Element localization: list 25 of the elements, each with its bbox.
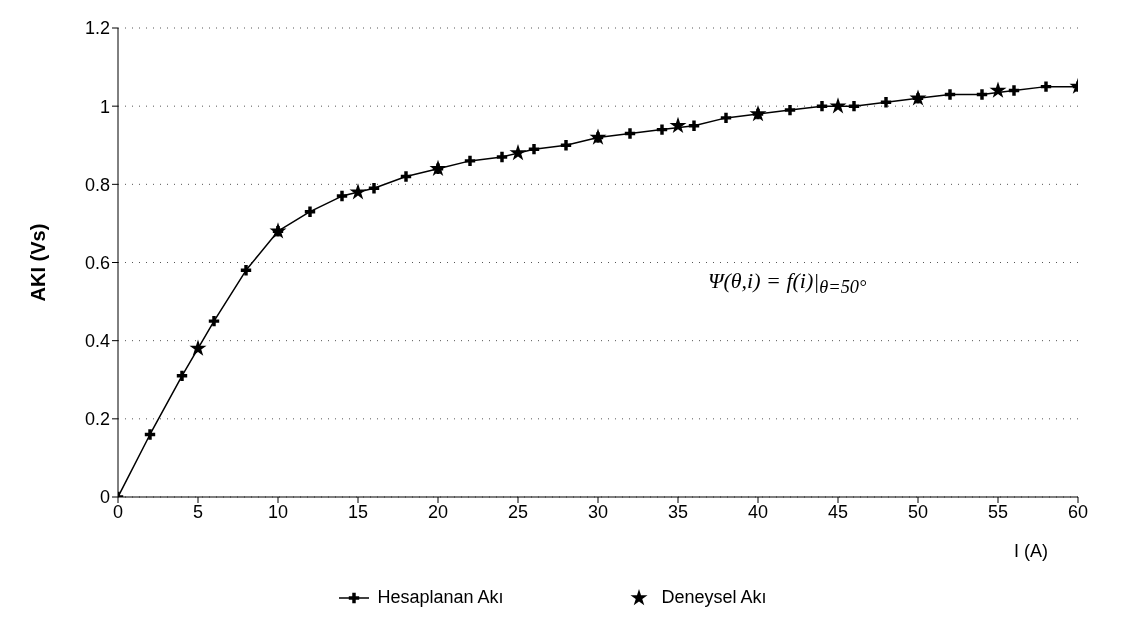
x-tick-label: 0 [112, 501, 124, 522]
y-tick-label: 1 [99, 96, 110, 117]
y-tick-label: 0.6 [84, 252, 110, 273]
x-tick-label: 30 [587, 501, 609, 522]
y-tick-label: 0.2 [84, 409, 110, 430]
x-tick-label: 15 [347, 501, 369, 522]
x-tick-label: 20 [427, 501, 449, 522]
x-axis-title: I (A) [1014, 541, 1048, 561]
legend-label: Deneysel Akı [661, 587, 767, 608]
y-tick-label: 0 [99, 487, 110, 508]
y-tick-label: 0.4 [84, 331, 110, 352]
x-tick-label: 50 [907, 501, 929, 522]
x-tick-label: 5 [192, 501, 204, 522]
legend-label: Hesaplanan Akı [377, 587, 504, 608]
x-tick-label: 25 [507, 501, 529, 522]
y-tick-label: 1.2 [84, 18, 110, 39]
x-tick-label: 55 [987, 501, 1009, 522]
x-tick-label: 40 [747, 501, 769, 522]
annotation: Ψ(θ,i) = f(i)|$_{θ=50°}$ [708, 268, 867, 299]
x-tick-label: 10 [267, 501, 289, 522]
x-tick-label: 35 [667, 501, 689, 522]
y-tick-label: 0.8 [84, 174, 110, 195]
x-tick-label: 60 [1067, 501, 1089, 522]
x-tick-label: 45 [827, 501, 849, 522]
y-axis-title: AKI (Vs) [27, 223, 50, 302]
